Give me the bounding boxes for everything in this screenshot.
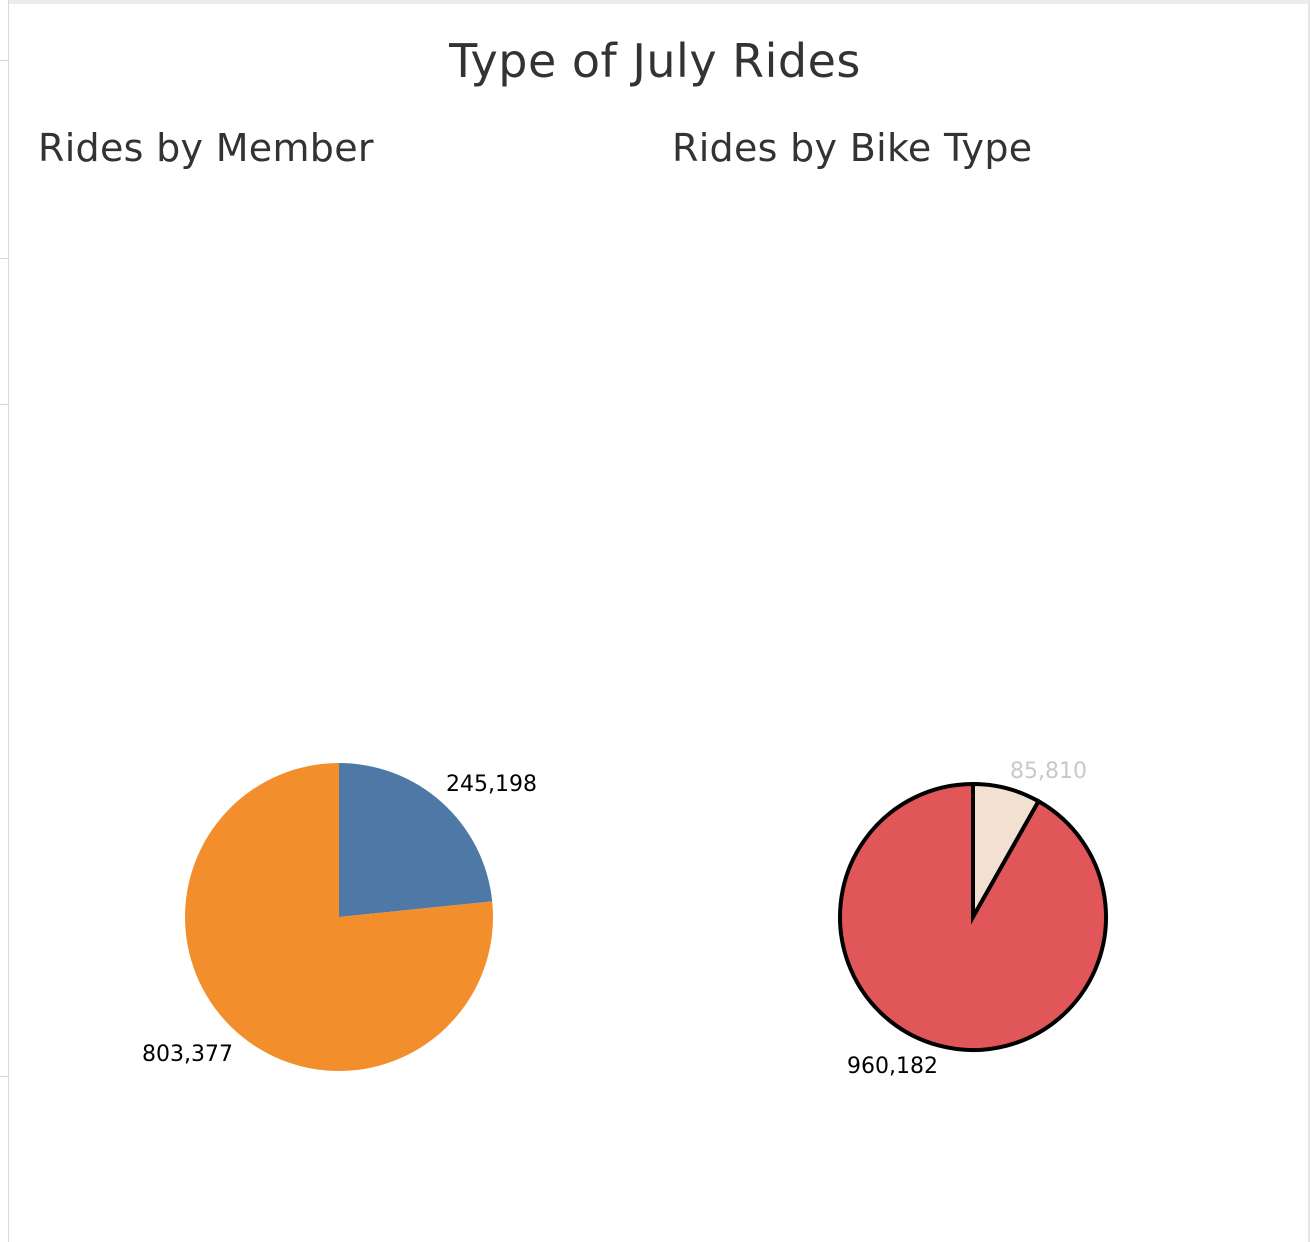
- pie-slice-label: 85,810: [1010, 759, 1087, 784]
- pie-chart-member[interactable]: 245,198 803,377: [142, 763, 537, 1071]
- frame-tick: [0, 60, 8, 61]
- pie-slice-label: 960,182: [847, 1054, 938, 1079]
- frame-top-border: [0, 0, 1310, 4]
- pie-slice[interactable]: [339, 763, 493, 917]
- chart-title-bike-type: Rides by Bike Type: [672, 126, 1033, 170]
- dashboard-title: Type of July Rides: [449, 34, 861, 88]
- frame-right-border: [1308, 0, 1310, 1242]
- pie-slice-label: 245,198: [446, 772, 537, 797]
- pie-chart-bike-type[interactable]: 85,810 960,182: [838, 759, 1108, 1079]
- pie-slice[interactable]: [184, 763, 494, 1071]
- pie-slice[interactable]: [838, 781, 1108, 1052]
- frame-left-border: [0, 0, 9, 1242]
- frame-tick: [0, 1076, 8, 1077]
- pie-slice-label: 803,377: [142, 1042, 233, 1067]
- frame-tick: [0, 258, 8, 259]
- chart-title-member: Rides by Member: [38, 126, 374, 170]
- frame-tick: [0, 404, 8, 405]
